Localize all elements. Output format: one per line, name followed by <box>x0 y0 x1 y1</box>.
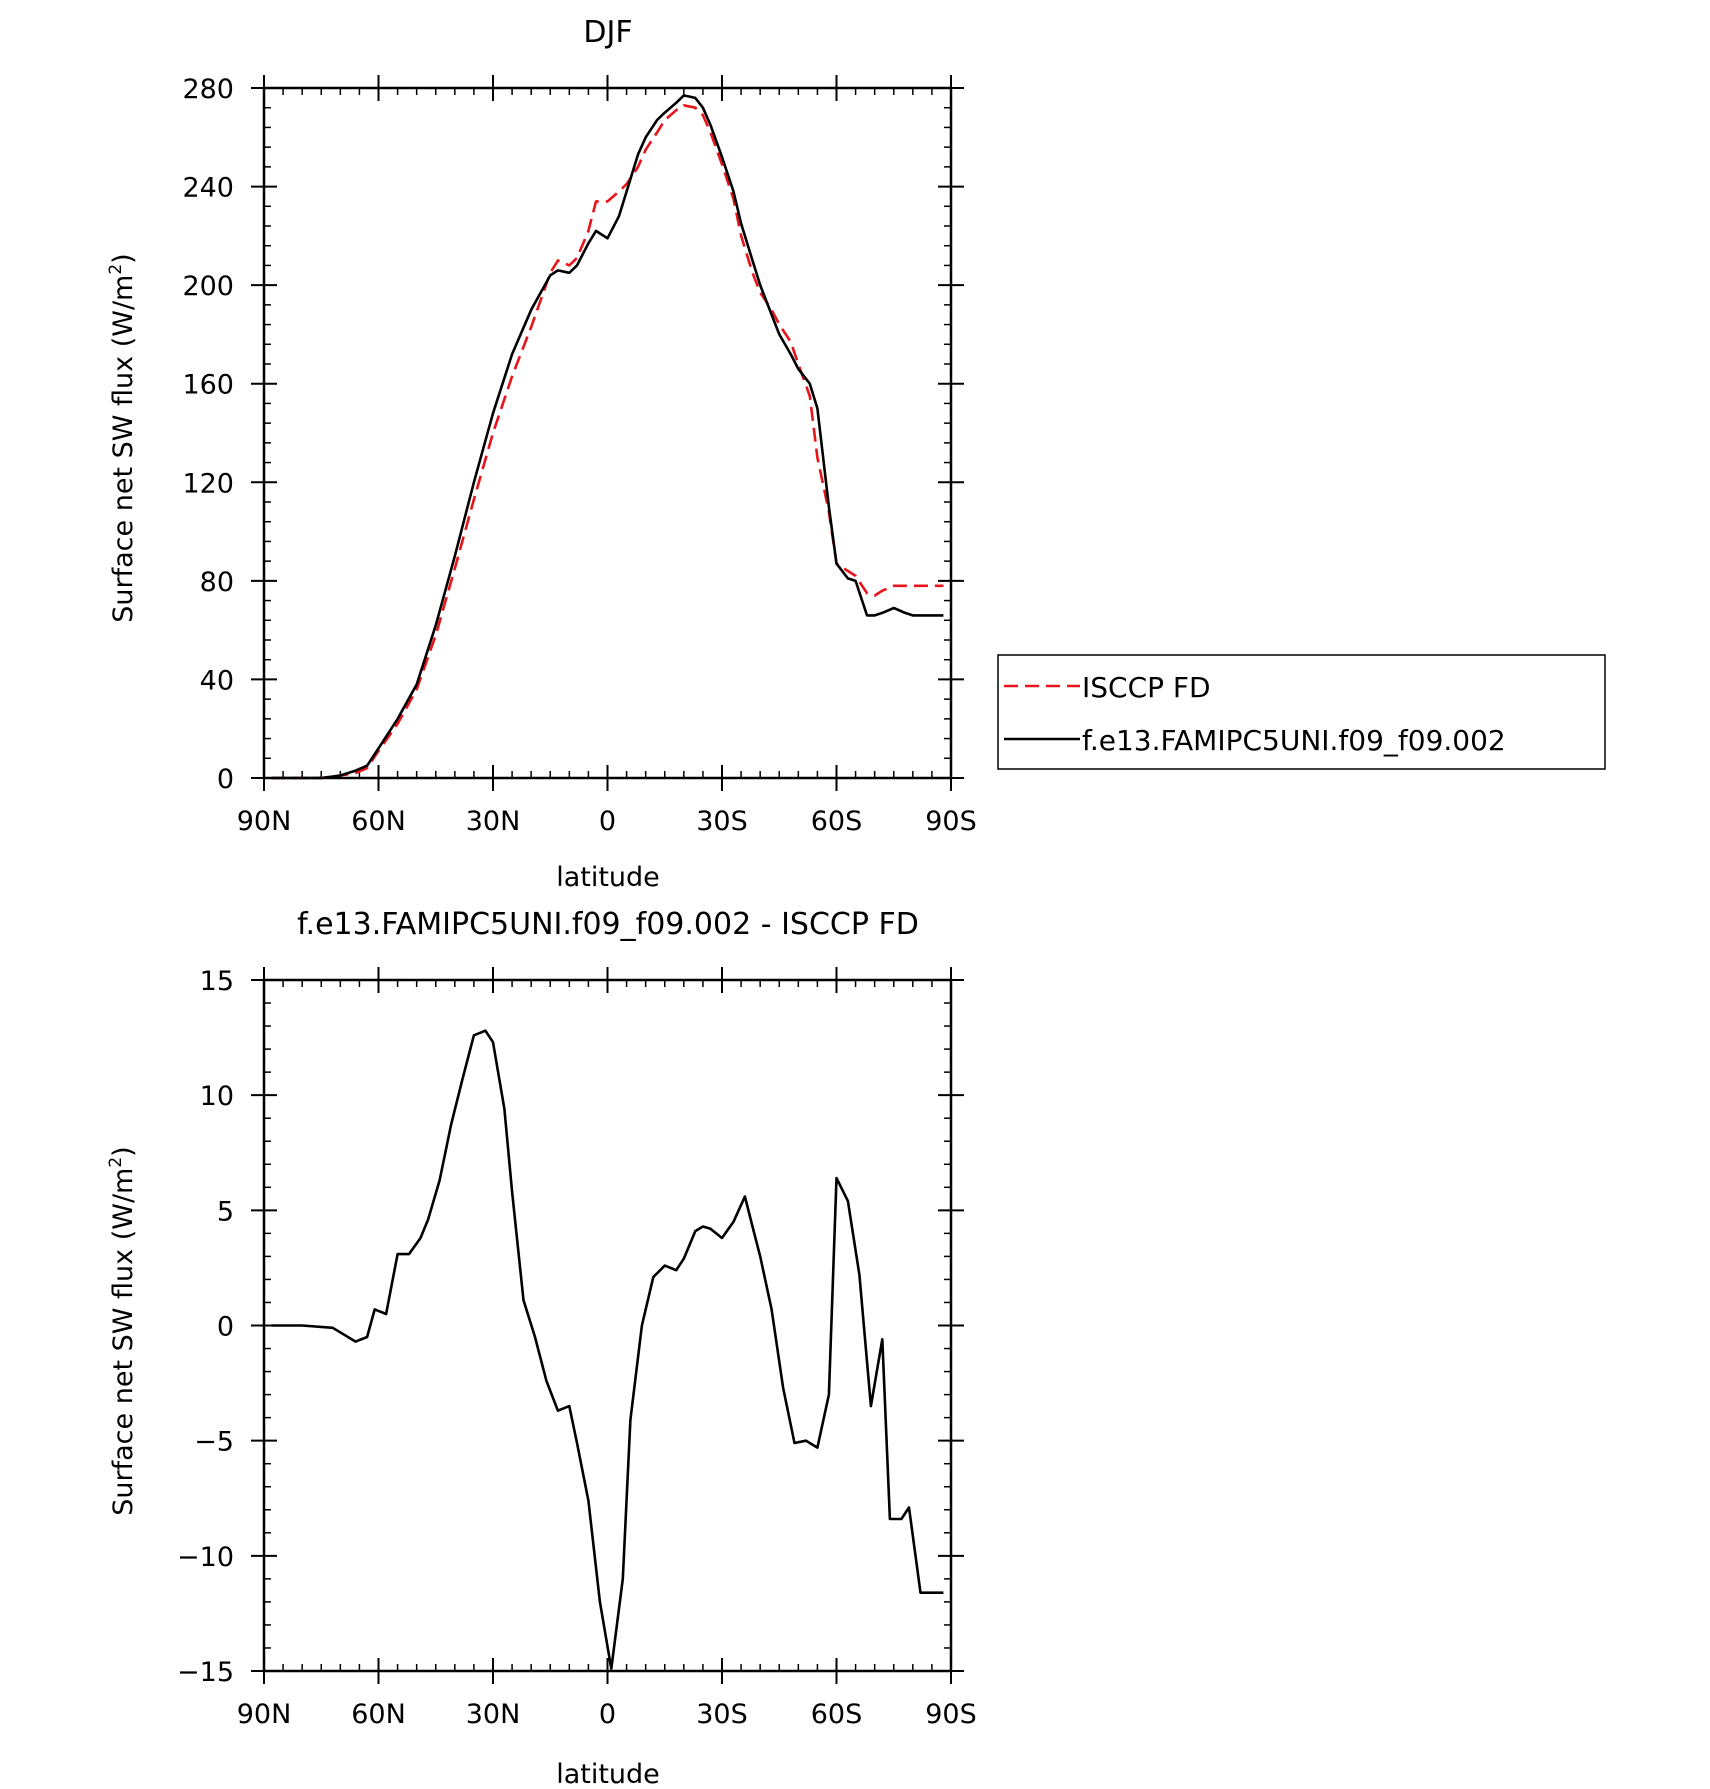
x-tick-label: 90N <box>237 1699 292 1730</box>
x-tick-label: 60N <box>351 1699 406 1730</box>
x-axis-label: latitude <box>556 1759 660 1789</box>
x-tick-labels: 90N 60N 30N 0 30S 60S 90S <box>237 806 977 837</box>
x-tick-label: 30S <box>696 806 748 837</box>
y-tick-label: 280 <box>182 74 234 105</box>
series-line-0 <box>271 104 944 780</box>
y-tick-label: 0 <box>217 764 234 795</box>
y-tick-labels: −15 −10 −5 0 5 10 15 <box>177 966 234 1688</box>
y-tick-labels: 0 40 80 120 160 200 240 280 <box>182 74 234 795</box>
plot-frame <box>262 86 953 780</box>
legend-box <box>997 654 1606 770</box>
series-line-1 <box>271 94 944 780</box>
y-axis-label-superscript: 2 <box>106 1157 126 1168</box>
y-tick-label: 240 <box>182 173 234 204</box>
y-tick-label: 0 <box>217 1312 234 1343</box>
y-tick-label: 120 <box>182 468 234 499</box>
y-axis-label-end: ) <box>108 1146 139 1157</box>
x-tick-label: 60S <box>811 1699 863 1730</box>
y-tick-label: 160 <box>182 370 234 401</box>
x-tick-label: 60S <box>811 806 863 837</box>
y-tick-label: −5 <box>194 1427 234 1458</box>
y-tick-label: 40 <box>200 665 234 696</box>
y-axis-label-superscript: 2 <box>106 264 126 275</box>
x-tick-label: 90N <box>237 806 292 837</box>
x-axis-label: latitude <box>556 862 660 893</box>
chart-title: f.e13.FAMIPC5UNI.f09_f09.002 - ISCCP FD <box>297 907 919 942</box>
chart-djf: DJF Surface net SW flux (W/m2) latitude … <box>106 15 1606 893</box>
axis-ticks <box>251 75 964 791</box>
series-line-0 <box>271 1029 944 1670</box>
x-tick-label: 90S <box>925 806 977 837</box>
x-tick-label: 30N <box>466 1699 521 1730</box>
x-tick-label: 0 <box>599 1699 616 1730</box>
x-tick-label: 0 <box>599 806 616 837</box>
chart-title: DJF <box>583 15 632 50</box>
chart-difference: f.e13.FAMIPC5UNI.f09_f09.002 - ISCCP FD … <box>106 907 977 1789</box>
y-tick-label: 200 <box>182 271 234 302</box>
y-tick-label: 80 <box>200 567 234 598</box>
y-axis-title: Surface net SW flux (W/m2) <box>106 1146 139 1515</box>
plot-frame <box>262 978 953 1673</box>
x-tick-label: 30S <box>696 1699 748 1730</box>
series-lines <box>271 94 944 780</box>
y-axis-label: Surface net SW flux (W/m <box>108 275 139 623</box>
y-axis-title: Surface net SW flux (W/m2) <box>106 253 139 622</box>
series-lines <box>271 1029 944 1670</box>
axis-ticks <box>251 967 964 1684</box>
svg-text:Surface net SW flux (W/m2): Surface net SW flux (W/m2) <box>106 253 139 622</box>
y-axis-label-end: ) <box>108 253 139 264</box>
legend-label-isccp: ISCCP FD <box>1082 671 1211 704</box>
legend: ISCCP FD f.e13.FAMIPC5UNI.f09_f09.002 <box>997 654 1606 770</box>
y-tick-label: −15 <box>177 1657 234 1688</box>
y-tick-label: 15 <box>200 966 234 997</box>
svg-text:Surface net SW flux (W/m2): Surface net SW flux (W/m2) <box>106 1146 139 1515</box>
y-tick-label: 10 <box>200 1081 234 1112</box>
y-tick-label: 5 <box>217 1196 234 1227</box>
y-axis-label: Surface net SW flux (W/m <box>108 1168 139 1516</box>
y-tick-label: −10 <box>177 1542 234 1573</box>
x-tick-labels: 90N 60N 30N 0 30S 60S 90S <box>237 1699 977 1730</box>
legend-label-model: f.e13.FAMIPC5UNI.f09_f09.002 <box>1082 724 1506 757</box>
x-tick-label: 60N <box>351 806 406 837</box>
x-tick-label: 90S <box>925 1699 977 1730</box>
x-tick-label: 30N <box>466 806 521 837</box>
